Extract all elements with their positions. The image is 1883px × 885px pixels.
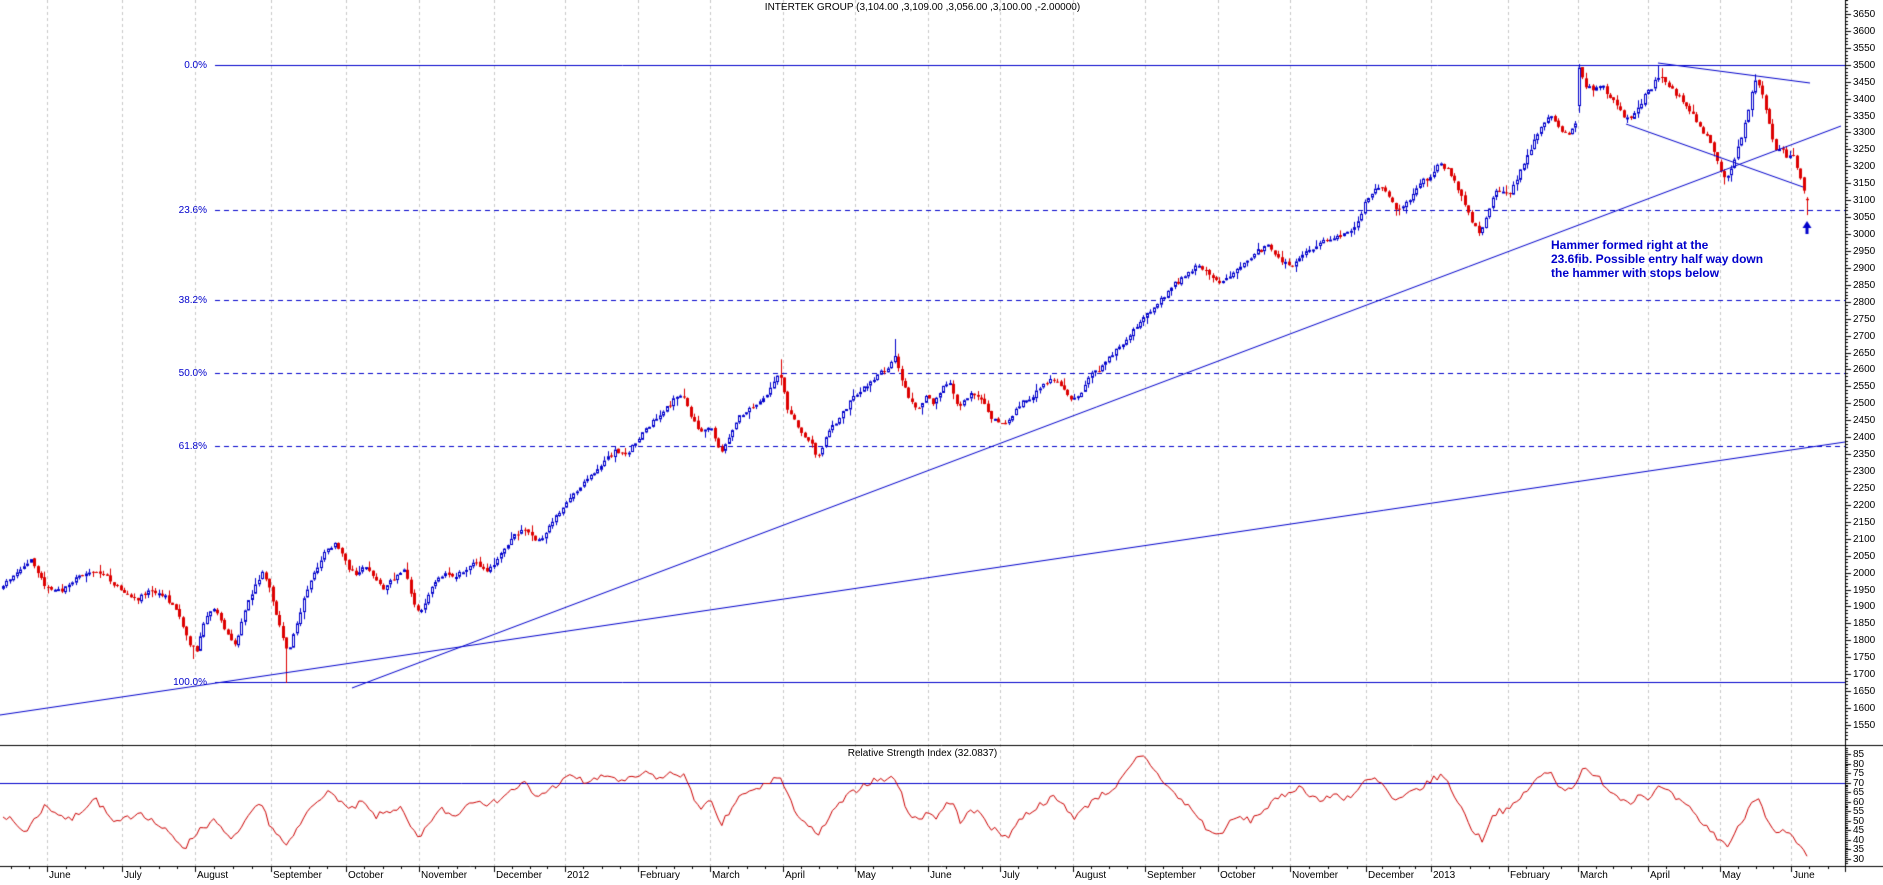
price-axis-label: 2050 (1853, 551, 1876, 562)
price-axis-label: 3200 (1853, 161, 1876, 172)
price-axis-label: 2650 (1853, 348, 1876, 359)
rsi-axis-label: 85 (1853, 749, 1865, 760)
price-axis-label: 2450 (1853, 415, 1876, 426)
rsi-indicator-label: Relative Strength Index (32.0837) (847, 748, 998, 759)
price-axis-label: 1800 (1853, 635, 1876, 646)
month-label: September (273, 870, 322, 881)
price-axis-label: 3150 (1853, 178, 1876, 189)
month-label: June (49, 870, 71, 881)
price-axis-label: 2700 (1853, 331, 1876, 342)
price-axis-label: 3100 (1853, 195, 1876, 206)
price-axis-label: 2800 (1853, 297, 1876, 308)
price-axis-label: 2100 (1853, 534, 1876, 545)
month-label: July (1002, 870, 1020, 881)
chart-title: INTERTEK GROUP (3,104.00 ,3,109.00 ,3,05… (764, 2, 1081, 13)
month-label: September (1147, 870, 1196, 881)
price-axis-label: 3450 (1853, 77, 1876, 88)
month-label: October (1220, 870, 1256, 881)
month-label: March (712, 870, 740, 881)
rsi-axis-label: 40 (1853, 835, 1865, 846)
price-axis-label: 1650 (1853, 686, 1876, 697)
price-axis-label: 2200 (1853, 500, 1876, 511)
month-label: May (857, 870, 876, 881)
price-axis-label: 1700 (1853, 669, 1876, 680)
fib-level-label: 61.8% (178, 441, 207, 452)
hammer-annotation: Hammer formed right at the 23.6fib. Poss… (1551, 238, 1764, 280)
month-label: February (640, 870, 681, 881)
month-label: April (1650, 870, 1671, 881)
price-axis-label: 3550 (1853, 43, 1876, 54)
rsi-axis-label: 50 (1853, 816, 1865, 827)
month-label: August (1075, 870, 1107, 881)
price-axis-label: 2150 (1853, 517, 1876, 528)
month-label: August (197, 870, 229, 881)
month-label: June (930, 870, 952, 881)
price-axis-label: 2250 (1853, 483, 1876, 494)
month-label: July (124, 870, 142, 881)
rsi-axis-label: 55 (1853, 806, 1865, 817)
price-axis-label: 2850 (1853, 280, 1876, 291)
month-label: April (785, 870, 806, 881)
month-label: February (1510, 870, 1551, 881)
fib-level-label: 100.0% (173, 677, 207, 688)
rsi-axis-label: 35 (1853, 844, 1865, 855)
month-label: June (1793, 870, 1815, 881)
month-label: December (496, 870, 543, 881)
month-label: May (1722, 870, 1741, 881)
price-axis-label: 2350 (1853, 449, 1876, 460)
rsi-axis-label: 75 (1853, 768, 1865, 779)
month-label: October (348, 870, 384, 881)
rsi-axis-label: 65 (1853, 787, 1865, 798)
price-axis-label: 3050 (1853, 212, 1876, 223)
price-axis-label: 1900 (1853, 601, 1876, 612)
month-label: 2012 (567, 870, 590, 881)
month-label: November (1292, 870, 1339, 881)
price-axis-label: 3300 (1853, 127, 1876, 138)
price-axis-label: 2900 (1853, 263, 1876, 274)
month-label: November (421, 870, 468, 881)
price-axis-label: 1600 (1853, 703, 1876, 714)
price-axis-label: 3350 (1853, 111, 1876, 122)
price-axis-label: 2600 (1853, 364, 1876, 375)
fib-level-label: 38.2% (178, 295, 207, 306)
month-label: 2013 (1433, 870, 1456, 881)
rsi-axis-label: 80 (1853, 759, 1865, 770)
price-axis-label: 2000 (1853, 568, 1876, 579)
rsi-axis-label: 70 (1853, 778, 1865, 789)
price-axis-label: 2300 (1853, 466, 1876, 477)
price-axis-label: 2550 (1853, 381, 1876, 392)
rsi-axis-label: 30 (1853, 854, 1865, 865)
price-axis-label: 1850 (1853, 618, 1876, 629)
rsi-axis-label: 45 (1853, 825, 1865, 836)
price-axis-label: 2400 (1853, 432, 1876, 443)
price-axis-label: 3600 (1853, 26, 1876, 37)
price-axis-label: 3400 (1853, 94, 1876, 105)
month-label: March (1580, 870, 1608, 881)
fib-level-label: 23.6% (178, 205, 207, 216)
price-axis-label: 2950 (1853, 246, 1876, 257)
price-axis-label: 2500 (1853, 398, 1876, 409)
price-axis-label: 3500 (1853, 60, 1876, 71)
fib-level-label: 0.0% (184, 60, 207, 71)
price-axis-label: 3000 (1853, 229, 1876, 240)
price-axis-label: 3250 (1853, 144, 1876, 155)
month-label: December (1368, 870, 1415, 881)
rsi-axis-label: 60 (1853, 797, 1865, 808)
price-axis-label: 3650 (1853, 9, 1876, 20)
price-axis-label: 1550 (1853, 720, 1876, 731)
price-axis-label: 1750 (1853, 652, 1876, 663)
fib-level-label: 50.0% (178, 368, 207, 379)
price-axis-label: 2750 (1853, 314, 1876, 325)
price-axis-label: 1950 (1853, 585, 1876, 596)
